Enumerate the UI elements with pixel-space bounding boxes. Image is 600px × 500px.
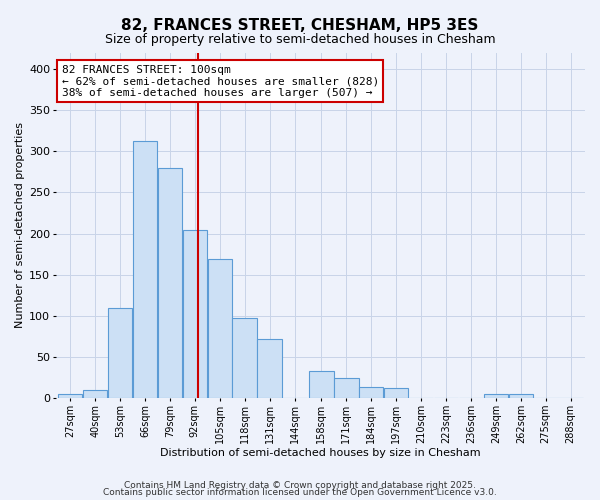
Bar xyxy=(509,394,533,398)
Bar xyxy=(257,339,282,398)
Bar xyxy=(182,230,207,398)
Bar xyxy=(359,387,383,398)
Bar xyxy=(58,394,82,398)
Y-axis label: Number of semi-detached properties: Number of semi-detached properties xyxy=(15,122,25,328)
Bar xyxy=(309,371,334,398)
Text: Size of property relative to semi-detached houses in Chesham: Size of property relative to semi-detach… xyxy=(104,32,496,46)
Text: Contains HM Land Registry data © Crown copyright and database right 2025.: Contains HM Land Registry data © Crown c… xyxy=(124,480,476,490)
Bar xyxy=(484,394,508,398)
Bar xyxy=(208,259,232,398)
Text: Contains public sector information licensed under the Open Government Licence v3: Contains public sector information licen… xyxy=(103,488,497,497)
Bar xyxy=(334,378,359,398)
Bar xyxy=(384,388,409,398)
Bar xyxy=(133,140,157,398)
Bar xyxy=(232,318,257,398)
Text: 82 FRANCES STREET: 100sqm
← 62% of semi-detached houses are smaller (828)
38% of: 82 FRANCES STREET: 100sqm ← 62% of semi-… xyxy=(62,65,379,98)
Bar xyxy=(108,308,132,398)
Text: 82, FRANCES STREET, CHESHAM, HP5 3ES: 82, FRANCES STREET, CHESHAM, HP5 3ES xyxy=(121,18,479,32)
Bar xyxy=(158,168,182,398)
X-axis label: Distribution of semi-detached houses by size in Chesham: Distribution of semi-detached houses by … xyxy=(160,448,481,458)
Bar xyxy=(83,390,107,398)
